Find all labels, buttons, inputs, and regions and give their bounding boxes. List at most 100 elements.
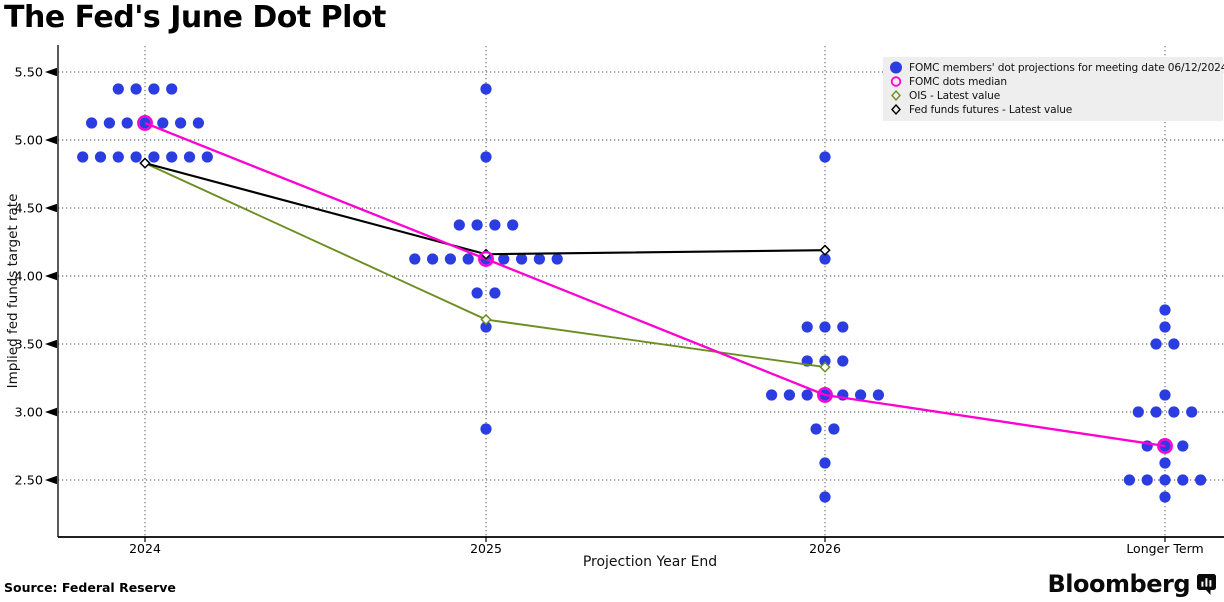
x-tick-label: 2025 [470,541,502,556]
fomc-dot [1168,406,1180,418]
fomc-dot [480,321,492,333]
fomc-dot [1150,338,1162,350]
y-tick-arrow [45,135,57,145]
fomc-dot [1159,389,1171,401]
y-tick-label: 3.50 [15,337,44,352]
fomc-dot [498,253,510,265]
fomc-dot [819,491,831,503]
fomc-dot [1186,406,1198,418]
fomc-dot [1123,474,1135,486]
fomc-dot [551,253,563,265]
fomc-dot [507,219,519,231]
y-tick-label: 4.50 [15,201,44,216]
y-tick-label: 2.50 [15,473,44,488]
open-circle-icon [890,76,902,87]
fomc-dot [175,117,187,129]
fomc-dot [444,253,456,265]
filled-circle-icon [890,61,902,74]
ois-marker [819,361,831,373]
open-diamond-icon [891,103,901,116]
fomc-dot [801,389,813,401]
legend-item: FOMC members' dot projections for meetin… [889,61,1224,74]
fomc-dot [427,253,439,265]
median-marker [137,115,153,131]
legend-item-label: OIS - Latest value [909,89,1001,102]
fomc-dot [409,253,421,265]
y-tick-label: 5.00 [15,133,44,148]
fomc-dot [121,117,133,129]
fomc-dot [819,355,831,367]
bloomberg-logo: Bloomberg [1048,570,1216,598]
fomc-dot [819,253,831,265]
fomc-dot [1150,406,1162,418]
fomc-dot [148,83,160,95]
median-line [144,121,1166,448]
fomc-dot [819,457,831,469]
y-tick-arrow [45,407,57,417]
y-tick-label: 4.00 [15,269,44,284]
fomc-dot [810,423,822,435]
fomc-dot [828,423,840,435]
bloomberg-wordmark: Bloomberg [1047,570,1191,598]
fomc-dot [201,151,213,163]
fomc-dot [1159,457,1171,469]
fomc-dot [1159,491,1171,503]
open-diamond-icon [891,89,901,102]
fomc-dot [112,151,124,163]
legend-item-label: FOMC dots median [909,75,1007,88]
bloomberg-terminal-icon [1197,573,1216,595]
fomc-dot [480,151,492,163]
fomc-dot [819,321,831,333]
fomc-dot [130,83,142,95]
fomc-dot [94,151,107,163]
fomc-dot [166,151,178,163]
fomc-dot [489,287,501,299]
fomc-dot [453,219,465,231]
fomc-dot [801,321,813,333]
futures-marker [139,157,151,169]
fomc-dot [1177,474,1189,486]
page-title: The Fed's June Dot Plot [4,0,386,35]
legend-item: Fed funds futures - Latest value [889,103,1217,116]
fomc-dot [533,253,546,265]
legend-item-label: Fed funds futures - Latest value [909,103,1073,116]
legend-item-label: FOMC members' dot projections for meetin… [909,61,1224,74]
fomc-dot [192,117,204,129]
y-tick-arrow [45,339,57,349]
x-axis-label: Projection Year End [582,554,718,570]
median-marker [1157,438,1173,454]
fomc-dot [77,151,89,163]
fomc-dot [1168,338,1180,350]
fomc-dot [148,151,160,163]
y-tick-label: 3.00 [15,405,44,420]
ois-marker [480,313,492,326]
fomc-dot [783,389,796,401]
fomc-dot [1159,321,1171,333]
fomc-dot [166,83,178,95]
fomc-dot [480,83,492,95]
fomc-dot [855,389,867,401]
fomc-dot [1195,474,1207,486]
fomc-dot [112,83,124,95]
fomc-dot [872,389,885,401]
fomc-dot [86,117,98,129]
fomc-dot [1159,304,1171,316]
fomc-dot [480,423,492,435]
y-tick-arrow [45,67,57,77]
fomc-dot [819,151,831,163]
fomc-dot [489,219,501,231]
futures-line [144,162,826,256]
fomc-dot [1177,440,1189,452]
median-marker [478,251,494,267]
y-tick-arrow [45,203,57,213]
fomc-dot [837,355,849,367]
fomc-dot [471,219,483,231]
median-marker [817,387,833,403]
fomc-dot [1141,474,1153,486]
legend-item: FOMC dots median [889,75,1217,88]
x-tick-label: 2024 [129,541,161,556]
fomc-dot [103,117,115,129]
x-tick-label: 2026 [809,541,841,556]
fomc-dot [130,151,142,163]
